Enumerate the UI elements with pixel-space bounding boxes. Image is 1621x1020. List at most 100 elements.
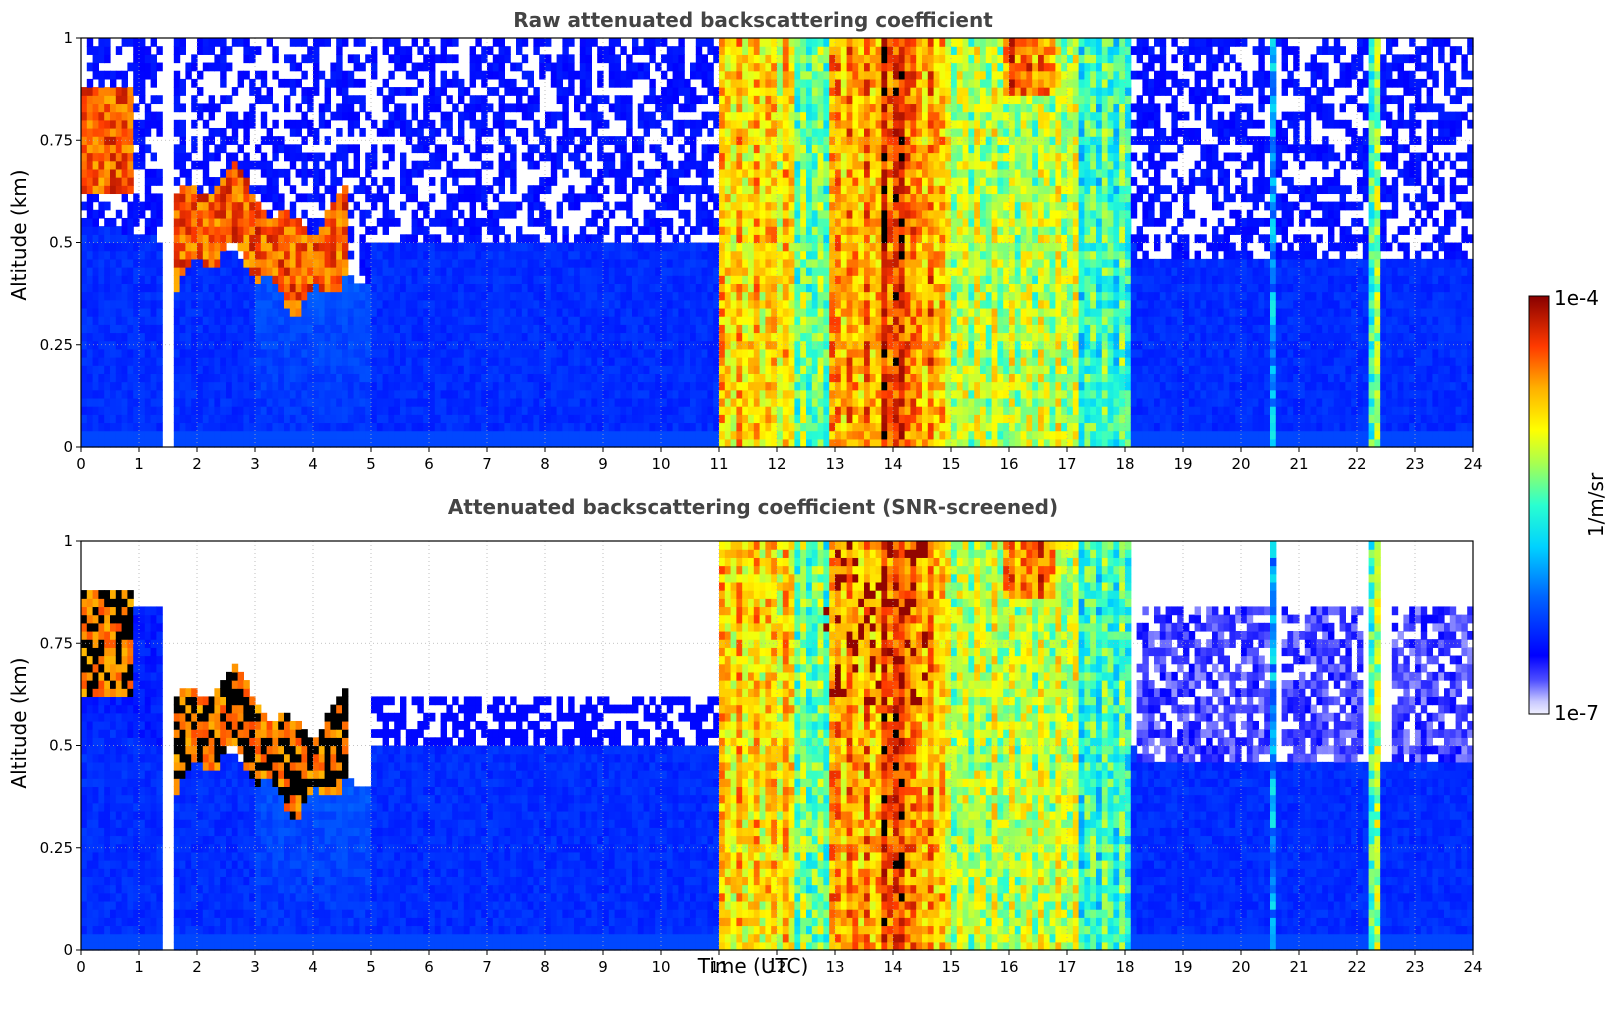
heatmap-cell — [301, 373, 308, 383]
heatmap-cell — [110, 316, 117, 325]
heatmap-cell — [115, 438, 123, 448]
heatmap-cell — [510, 316, 517, 325]
heatmap-cell — [307, 87, 314, 96]
heatmap-cell — [516, 38, 523, 47]
heatmap-cell — [782, 234, 790, 244]
heatmap-cell — [388, 340, 395, 350]
heatmap-cell — [342, 307, 349, 317]
heatmap-cell — [539, 430, 546, 440]
heatmap-cell — [214, 267, 221, 276]
heatmap-cell — [562, 381, 569, 391]
heatmap-cell — [417, 275, 424, 284]
heatmap-cell — [608, 54, 616, 64]
heatmap-cell — [330, 357, 337, 366]
heatmap-cell — [388, 152, 395, 162]
heatmap-cell — [434, 299, 442, 309]
heatmap-cell — [127, 291, 134, 301]
heatmap-cell — [597, 414, 604, 424]
heatmap-cell — [724, 54, 732, 64]
heatmap-cell — [655, 357, 662, 366]
heatmap-cell — [574, 324, 581, 334]
heatmap-cell — [115, 332, 123, 342]
heatmap-cell — [342, 87, 349, 96]
heatmap-cell — [382, 406, 389, 415]
heatmap-cell — [336, 54, 343, 64]
heatmap-cell — [301, 119, 308, 129]
heatmap-cell — [632, 283, 639, 293]
heatmap-cell — [707, 348, 714, 358]
heatmap-cell — [429, 381, 436, 391]
heatmap-cell — [777, 95, 784, 105]
heatmap-cell — [684, 242, 691, 252]
heatmap-cell — [794, 185, 801, 195]
heatmap-cell — [156, 111, 163, 121]
heatmap-cell — [759, 119, 766, 129]
heatmap-cell — [620, 111, 627, 121]
heatmap-cell — [440, 46, 447, 55]
heatmap-cell — [591, 95, 598, 105]
heatmap-cell — [359, 127, 366, 137]
heatmap-cell — [614, 258, 621, 268]
heatmap-cell — [318, 275, 326, 284]
heatmap-cell — [388, 357, 395, 366]
heatmap-cell — [295, 250, 302, 260]
heatmap-cell — [220, 389, 227, 399]
heatmap-cell — [498, 373, 505, 383]
heatmap-cell — [510, 373, 517, 383]
heatmap-cell — [498, 78, 505, 88]
heatmap-cell — [597, 95, 604, 105]
heatmap-cell — [777, 209, 784, 219]
heatmap-cell — [179, 242, 186, 252]
heatmap-cell — [301, 316, 308, 325]
heatmap-cell — [139, 209, 146, 219]
heatmap-cell — [765, 209, 772, 219]
heatmap-cell — [336, 348, 343, 358]
heatmap-cell — [429, 242, 436, 252]
heatmap-cell — [121, 103, 128, 113]
heatmap-cell — [788, 348, 795, 358]
heatmap-cell — [556, 258, 563, 268]
heatmap-cell — [521, 38, 529, 47]
heatmap-cell — [156, 438, 163, 448]
heatmap-cell — [214, 291, 221, 301]
heatmap-cell — [353, 160, 360, 170]
heatmap-cell — [86, 177, 94, 186]
heatmap-cell — [545, 348, 552, 358]
heatmap-cell — [771, 242, 778, 252]
heatmap-cell — [376, 332, 384, 342]
heatmap-cell — [620, 78, 627, 88]
heatmap-cell — [545, 62, 552, 72]
heatmap-cell — [92, 299, 99, 309]
heatmap-cell — [353, 324, 360, 334]
heatmap-cell — [545, 38, 552, 47]
heatmap-cell — [579, 160, 587, 170]
heatmap-cell — [591, 332, 598, 342]
heatmap-cell — [620, 95, 627, 105]
heatmap-cell — [777, 127, 784, 137]
heatmap-cell — [440, 373, 447, 383]
heatmap-cell — [661, 250, 668, 260]
heatmap-cell — [330, 316, 337, 325]
heatmap-cell — [266, 226, 273, 235]
heatmap-cell — [144, 348, 152, 358]
heatmap-cell — [782, 414, 790, 424]
heatmap-cell — [510, 307, 517, 317]
heatmap-cell — [173, 397, 181, 407]
heatmap-cell — [719, 160, 726, 170]
heatmap-cell — [759, 193, 766, 203]
heatmap-cell — [127, 201, 134, 211]
heatmap-cell — [458, 299, 465, 309]
heatmap-cell — [429, 95, 436, 105]
heatmap-cell — [208, 275, 215, 284]
heatmap-cell — [533, 46, 540, 55]
heatmap-cell — [608, 258, 616, 268]
heatmap-cell — [695, 119, 703, 129]
heatmap-cell — [794, 406, 801, 415]
heatmap-cell — [133, 324, 140, 334]
heatmap-cell — [765, 406, 772, 415]
heatmap-cell — [243, 46, 250, 55]
heatmap-cell — [661, 414, 668, 424]
heatmap-cell — [521, 332, 529, 342]
heatmap-cell — [104, 332, 111, 342]
heatmap-cell — [719, 226, 726, 235]
